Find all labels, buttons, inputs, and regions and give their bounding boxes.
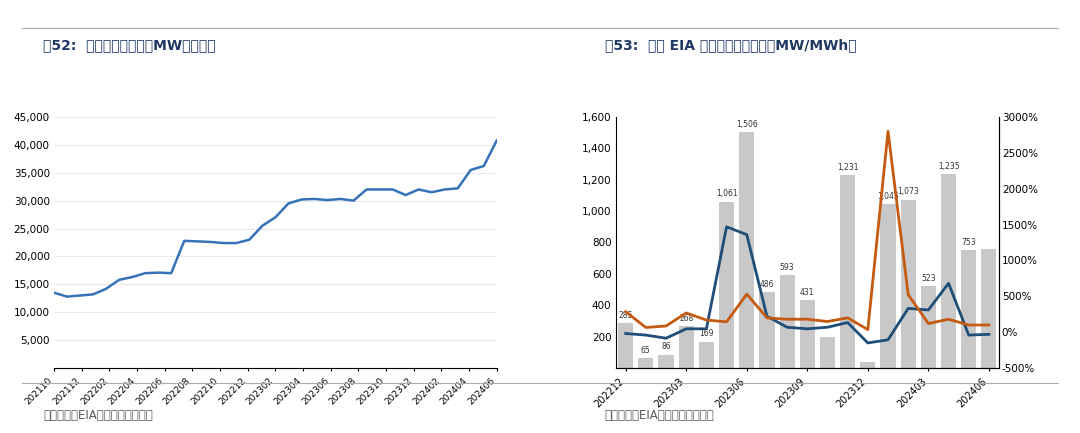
Bar bbox=[941, 174, 956, 368]
Text: 753: 753 bbox=[961, 238, 976, 247]
Bar bbox=[921, 286, 936, 368]
Text: 1,061: 1,061 bbox=[716, 189, 738, 198]
Bar bbox=[678, 326, 693, 368]
Text: 431: 431 bbox=[800, 288, 814, 297]
Text: 486: 486 bbox=[759, 280, 774, 289]
Text: 86: 86 bbox=[661, 343, 671, 352]
Bar bbox=[719, 201, 734, 368]
Text: 268: 268 bbox=[679, 314, 693, 323]
Bar bbox=[638, 358, 653, 368]
Text: 1,506: 1,506 bbox=[735, 120, 758, 129]
Bar bbox=[799, 301, 815, 368]
Text: 65: 65 bbox=[642, 346, 651, 355]
Text: 1,235: 1,235 bbox=[937, 162, 959, 171]
Bar bbox=[618, 323, 633, 368]
Bar bbox=[840, 175, 855, 368]
Text: 285: 285 bbox=[619, 311, 633, 320]
Bar bbox=[780, 275, 795, 368]
Text: 593: 593 bbox=[780, 263, 795, 272]
Bar bbox=[759, 292, 774, 368]
Bar bbox=[961, 250, 976, 368]
Bar bbox=[699, 342, 714, 368]
Bar bbox=[659, 355, 674, 368]
Text: 图52:  美国储能备案量（MW，累计）: 图52: 美国储能备案量（MW，累计） bbox=[43, 38, 216, 52]
Text: 169: 169 bbox=[699, 330, 714, 338]
Bar bbox=[739, 132, 754, 368]
Text: 数据来源：EIA，东吴证券研究所: 数据来源：EIA，东吴证券研究所 bbox=[43, 409, 153, 422]
Text: 1,045: 1,045 bbox=[877, 192, 899, 201]
Text: 1,231: 1,231 bbox=[837, 163, 859, 172]
Text: 1,073: 1,073 bbox=[897, 187, 919, 197]
Bar bbox=[901, 200, 916, 368]
Bar bbox=[820, 337, 835, 368]
Text: 数据来源：EIA，东吴证券研究所: 数据来源：EIA，东吴证券研究所 bbox=[605, 409, 715, 422]
Text: 图53:  美国 EIA 月度大储装机情况（MW/MWh）: 图53: 美国 EIA 月度大储装机情况（MW/MWh） bbox=[605, 38, 856, 52]
Bar bbox=[880, 204, 895, 368]
Bar bbox=[982, 249, 997, 368]
Bar bbox=[861, 362, 876, 368]
Text: 523: 523 bbox=[921, 274, 935, 283]
